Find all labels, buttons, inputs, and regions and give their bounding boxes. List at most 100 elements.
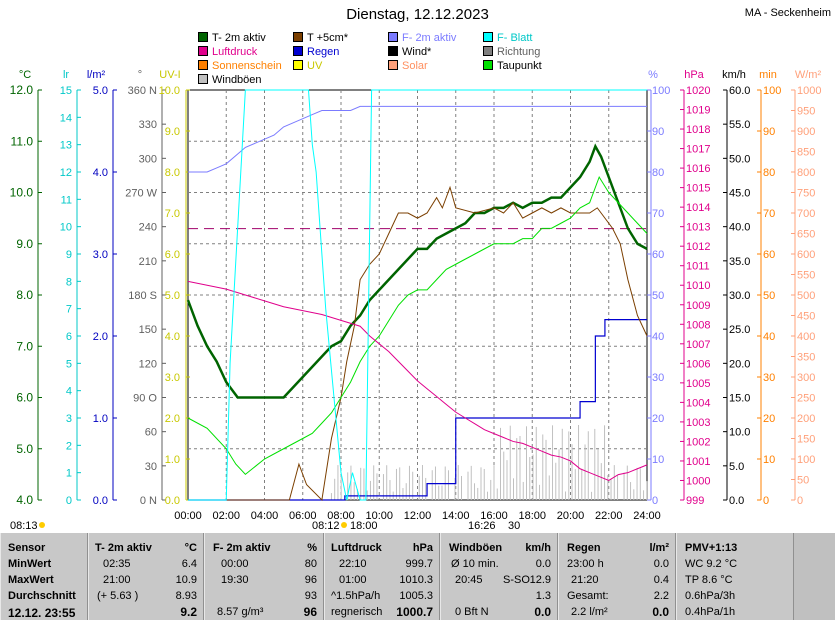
axis-unit-label: W/m² — [795, 69, 822, 81]
axis-tick-label: 999 — [686, 495, 704, 507]
legend-wind: Wind* — [388, 46, 431, 58]
axis-tick-label: 1006 — [686, 358, 710, 370]
legend-sonnenschein: Sonnenschein — [198, 60, 282, 72]
axis-tick-label: 5 — [66, 358, 72, 370]
series-luftdruck-line — [187, 280, 648, 482]
axis-tick-label: 3 — [66, 413, 72, 425]
stats-current: 96 — [303, 605, 317, 619]
chart-title: Dienstag, 12.12.2023 — [346, 6, 489, 23]
axis-tick-label: 60 — [763, 249, 775, 261]
stats-header: T- 2m aktiv — [95, 542, 152, 554]
stats-current: 0.0 — [534, 605, 551, 619]
axis-unit-label: °C — [19, 69, 31, 81]
axis-tick-label: 10 — [763, 454, 775, 466]
axis-tick-label: 5.0 — [16, 442, 33, 456]
stats-note: TP 8.6 °C — [685, 574, 733, 586]
axis-tick-label: 10.0 — [10, 186, 34, 200]
x-tick-label: 02:00 — [212, 510, 240, 522]
series-taupunkt-line — [187, 175, 648, 476]
axis-tick-label: 700 — [797, 208, 815, 220]
series-f2m-line — [188, 105, 647, 173]
stats-note: Ø 10 min. — [451, 558, 499, 570]
axis-tick-label: 5.0 — [93, 85, 108, 97]
stats-value: 6.4 — [181, 558, 197, 570]
stats-note: 2.2 l/m² — [571, 606, 608, 618]
x-tick-label: 00:00 — [174, 510, 202, 522]
stats-note: Gesamt: — [567, 590, 609, 602]
axis-tick-label: 9 — [66, 249, 72, 261]
axis-tick-label: 100 — [797, 454, 815, 466]
stats-header: Luftdruck — [331, 542, 382, 554]
stats-value: 0.0 — [535, 558, 551, 570]
stats-regen-panel: Regen l/m² 23:00 h 0.0 21:20 0.4 Gesamt:… — [558, 533, 676, 620]
axis-tick-label: 0 — [763, 495, 769, 507]
stats-druck-panel: Luftdruck hPa 22:10 999.7 01:00 1010.3 ^… — [324, 533, 440, 620]
stats-note: WC 9.2 °C — [685, 558, 738, 570]
stats-time: 02:35 — [103, 558, 131, 570]
legend-t5cm: T +5cm* — [293, 32, 348, 44]
axis-tick-label: 8.0 — [165, 167, 180, 179]
axis-tick-label: 1020 — [686, 85, 710, 97]
sun-icon — [39, 522, 45, 528]
stats-unit: °C — [184, 542, 197, 554]
axis-tick-label: 120 — [139, 358, 157, 370]
axis-tick-label: 1.0 — [93, 413, 108, 425]
stats-header: Regen — [567, 542, 601, 554]
axis-tick-label: 25.0 — [729, 324, 750, 336]
axis-tick-label: 30.0 — [729, 290, 750, 302]
x-tick-label: 14:00 — [442, 510, 470, 522]
axis-tick-label: 250 — [797, 393, 815, 405]
axis-tick-label: 0 — [652, 495, 658, 507]
axis-tick-label: 30 — [652, 372, 664, 384]
weather-chart: 00:00 02:00 04:00 06:00 08:00 10:00 12:00 14:00… — [10, 69, 822, 532]
axis-tick-label: 1018 — [686, 124, 710, 136]
axis-tick-label: 40 — [652, 331, 664, 343]
axis-tick-label: 10 — [60, 222, 72, 234]
axis-tick-label: 90 O — [133, 393, 157, 405]
axis-tick-label: 500 — [797, 290, 815, 302]
stats-label: Sensor — [8, 542, 46, 554]
stats-note: regnerisch — [331, 606, 383, 618]
axis-tick-label: 80 — [652, 167, 664, 179]
stats-time: 23:00 h — [567, 558, 604, 570]
stats-value: 1.3 — [535, 590, 551, 602]
series-fblatt-line — [188, 89, 647, 501]
stats-time: 21:00 — [103, 574, 131, 586]
axis-tick-label: 7.0 — [16, 339, 33, 353]
axis-tick-label: 1009 — [686, 300, 710, 312]
axis-tick-label: 150 — [797, 434, 815, 446]
axis-tick-label: 600 — [797, 249, 815, 261]
axis-tick-label: 10 — [652, 454, 664, 466]
sunrise-label: 08:12 — [312, 520, 340, 532]
axis-tick-label: 15.0 — [729, 393, 750, 405]
axis-tick-label: 800 — [797, 167, 815, 179]
axis-tick-label: 90 — [763, 126, 775, 138]
axis-tick-label: 1005 — [686, 378, 710, 390]
axis-tick-label: 1013 — [686, 222, 710, 234]
stats-f2m-panel: F- 2m aktiv % 00:00 80 19:30 96 93 8.57 … — [204, 533, 324, 620]
stats-current: 9.2 — [180, 605, 197, 619]
axis-tick-label: 8.0 — [16, 288, 33, 302]
axis-tick-label: 30 — [763, 372, 775, 384]
axis-unit-label: l/m² — [87, 69, 106, 81]
legend-richtung: Richtung — [483, 46, 540, 58]
x-tick-label: 16:00 — [480, 510, 508, 522]
axis-tick-label: 10.0 — [729, 427, 750, 439]
axis-tick-label: 0 — [66, 495, 72, 507]
stats-unit: km/h — [525, 542, 551, 554]
axis-tick-label: 1000 — [797, 85, 821, 97]
axis-tick-label: 12.0 — [10, 83, 34, 97]
axis-tick-label: 210 — [139, 256, 157, 268]
stats-label: MinWert — [8, 558, 52, 570]
axis-tick-label: 100 — [652, 85, 670, 97]
axis-tick-label: 1.0 — [165, 454, 180, 466]
axis-tick-label: 90 — [652, 126, 664, 138]
axis-tick-label: 300 — [797, 372, 815, 384]
axis-unit-label: min — [759, 69, 777, 81]
stats-time: 21:20 — [571, 574, 599, 586]
axis-tick-label: 11.0 — [11, 134, 34, 148]
axis-tick-label: 4.0 — [16, 493, 33, 507]
axis-tick-label: 20 — [652, 413, 664, 425]
axis-tick-label: 60.0 — [729, 85, 750, 97]
axis-tick-label: 7.0 — [165, 208, 180, 220]
